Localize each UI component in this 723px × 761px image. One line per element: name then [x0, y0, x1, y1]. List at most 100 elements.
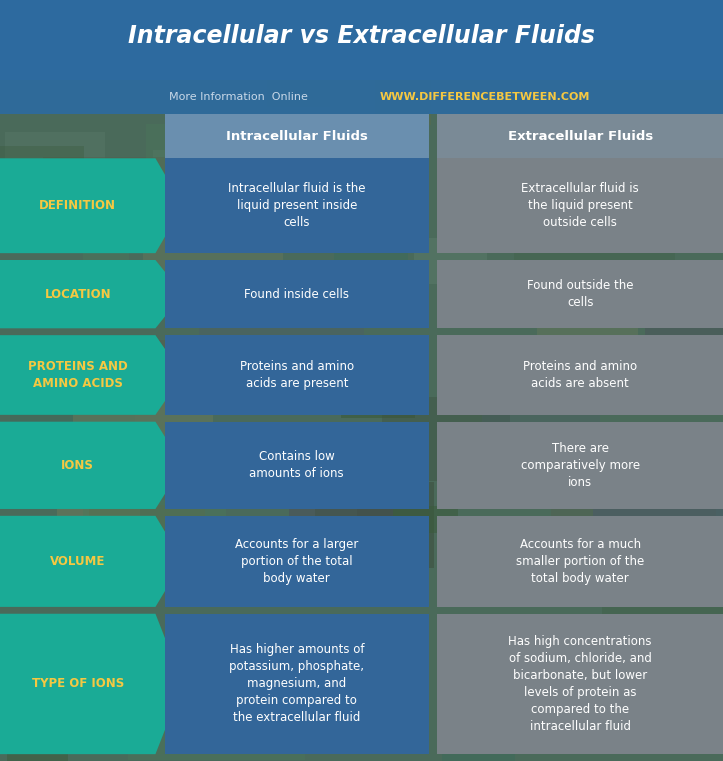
- FancyBboxPatch shape: [10, 350, 135, 438]
- Text: There are
comparatively more
ions: There are comparatively more ions: [521, 442, 640, 489]
- FancyBboxPatch shape: [315, 506, 458, 533]
- FancyBboxPatch shape: [382, 397, 510, 481]
- Text: Extracellular Fluids: Extracellular Fluids: [508, 129, 653, 143]
- Polygon shape: [0, 516, 183, 607]
- Text: TYPE OF IONS: TYPE OF IONS: [32, 677, 124, 690]
- FancyBboxPatch shape: [194, 3, 301, 68]
- Polygon shape: [0, 158, 183, 253]
- Text: Proteins and amino
acids are present: Proteins and amino acids are present: [240, 360, 354, 390]
- FancyBboxPatch shape: [0, 80, 723, 114]
- FancyBboxPatch shape: [437, 114, 723, 158]
- Text: Proteins and amino
acids are absent: Proteins and amino acids are absent: [523, 360, 637, 390]
- FancyBboxPatch shape: [334, 243, 408, 322]
- FancyBboxPatch shape: [602, 623, 713, 696]
- Polygon shape: [0, 335, 183, 415]
- FancyBboxPatch shape: [442, 717, 515, 761]
- FancyBboxPatch shape: [161, 562, 283, 584]
- Text: Intracellular fluid is the
liquid present inside
cells: Intracellular fluid is the liquid presen…: [228, 182, 366, 229]
- FancyBboxPatch shape: [5, 132, 105, 202]
- Text: Accounts for a larger
portion of the total
body water: Accounts for a larger portion of the tot…: [235, 538, 359, 585]
- FancyBboxPatch shape: [216, 566, 318, 602]
- FancyBboxPatch shape: [106, 340, 268, 390]
- FancyBboxPatch shape: [102, 658, 249, 700]
- FancyBboxPatch shape: [631, 680, 723, 704]
- Text: IONS: IONS: [61, 459, 94, 472]
- FancyBboxPatch shape: [165, 114, 429, 158]
- FancyBboxPatch shape: [83, 500, 226, 529]
- FancyBboxPatch shape: [437, 158, 723, 253]
- FancyBboxPatch shape: [165, 516, 429, 607]
- FancyBboxPatch shape: [143, 215, 283, 282]
- FancyBboxPatch shape: [482, 410, 600, 475]
- FancyBboxPatch shape: [442, 157, 549, 244]
- Text: Has higher amounts of
potassium, phosphate,
magnesium, and
protein compared to
t: Has higher amounts of potassium, phospha…: [229, 644, 364, 724]
- Text: Intracellular Fluids: Intracellular Fluids: [226, 129, 368, 143]
- FancyBboxPatch shape: [165, 614, 429, 754]
- Text: Found outside the
cells: Found outside the cells: [527, 279, 633, 309]
- FancyBboxPatch shape: [128, 702, 305, 760]
- Text: Intracellular vs Extracellular Fluids: Intracellular vs Extracellular Fluids: [128, 24, 595, 48]
- FancyBboxPatch shape: [165, 260, 429, 328]
- FancyBboxPatch shape: [0, 542, 56, 566]
- Polygon shape: [0, 422, 183, 509]
- FancyBboxPatch shape: [146, 124, 204, 202]
- FancyBboxPatch shape: [165, 422, 429, 509]
- FancyBboxPatch shape: [661, 163, 703, 236]
- FancyBboxPatch shape: [325, 680, 400, 733]
- FancyBboxPatch shape: [25, 672, 152, 708]
- FancyBboxPatch shape: [153, 150, 226, 230]
- Text: LOCATION: LOCATION: [44, 288, 111, 301]
- FancyBboxPatch shape: [195, 16, 373, 47]
- FancyBboxPatch shape: [73, 385, 213, 465]
- Text: PROTEINS AND
AMINO ACIDS: PROTEINS AND AMINO ACIDS: [28, 360, 127, 390]
- FancyBboxPatch shape: [690, 638, 723, 708]
- FancyBboxPatch shape: [90, 505, 205, 575]
- FancyBboxPatch shape: [199, 312, 364, 390]
- Text: Contains low
amounts of ions: Contains low amounts of ions: [249, 451, 344, 480]
- Text: Extracellular fluid is
the liquid present
outside cells: Extracellular fluid is the liquid presen…: [521, 182, 639, 229]
- FancyBboxPatch shape: [38, 667, 96, 694]
- FancyBboxPatch shape: [437, 614, 723, 754]
- FancyBboxPatch shape: [165, 335, 429, 415]
- Text: Accounts for a much
smaller portion of the
total body water: Accounts for a much smaller portion of t…: [516, 538, 644, 585]
- FancyBboxPatch shape: [603, 156, 655, 224]
- FancyBboxPatch shape: [414, 238, 487, 284]
- FancyBboxPatch shape: [437, 260, 723, 328]
- FancyBboxPatch shape: [330, 218, 428, 244]
- Text: Has high concentrations
of sodium, chloride, and
bicarbonate, but lower
levels o: Has high concentrations of sodium, chlor…: [508, 635, 652, 733]
- FancyBboxPatch shape: [57, 480, 140, 518]
- FancyBboxPatch shape: [437, 516, 723, 607]
- FancyBboxPatch shape: [7, 731, 68, 761]
- FancyBboxPatch shape: [537, 281, 638, 357]
- FancyBboxPatch shape: [165, 158, 429, 253]
- FancyBboxPatch shape: [0, 0, 723, 80]
- FancyBboxPatch shape: [565, 147, 646, 205]
- FancyBboxPatch shape: [437, 422, 723, 509]
- FancyBboxPatch shape: [437, 335, 723, 415]
- FancyBboxPatch shape: [0, 146, 84, 229]
- FancyBboxPatch shape: [576, 622, 723, 648]
- FancyBboxPatch shape: [234, 453, 304, 482]
- FancyBboxPatch shape: [496, 48, 630, 124]
- FancyBboxPatch shape: [586, 345, 628, 367]
- Text: Found inside cells: Found inside cells: [244, 288, 349, 301]
- FancyBboxPatch shape: [552, 480, 716, 544]
- Text: DEFINITION: DEFINITION: [39, 199, 116, 212]
- FancyBboxPatch shape: [589, 565, 723, 598]
- FancyBboxPatch shape: [0, 632, 24, 667]
- FancyBboxPatch shape: [289, 489, 393, 517]
- FancyBboxPatch shape: [602, 576, 723, 622]
- FancyBboxPatch shape: [43, 157, 202, 174]
- Text: More Information  Online: More Information Online: [169, 92, 308, 102]
- FancyBboxPatch shape: [0, 0, 106, 40]
- Text: VOLUME: VOLUME: [50, 555, 106, 568]
- FancyBboxPatch shape: [513, 244, 675, 307]
- FancyBboxPatch shape: [594, 493, 723, 548]
- FancyBboxPatch shape: [268, 36, 330, 107]
- FancyBboxPatch shape: [83, 238, 129, 281]
- FancyBboxPatch shape: [377, 617, 418, 654]
- FancyBboxPatch shape: [172, 428, 306, 495]
- Text: WWW.DIFFERENCEBETWEEN.COM: WWW.DIFFERENCEBETWEEN.COM: [380, 92, 589, 102]
- Polygon shape: [0, 614, 183, 754]
- Polygon shape: [0, 260, 183, 328]
